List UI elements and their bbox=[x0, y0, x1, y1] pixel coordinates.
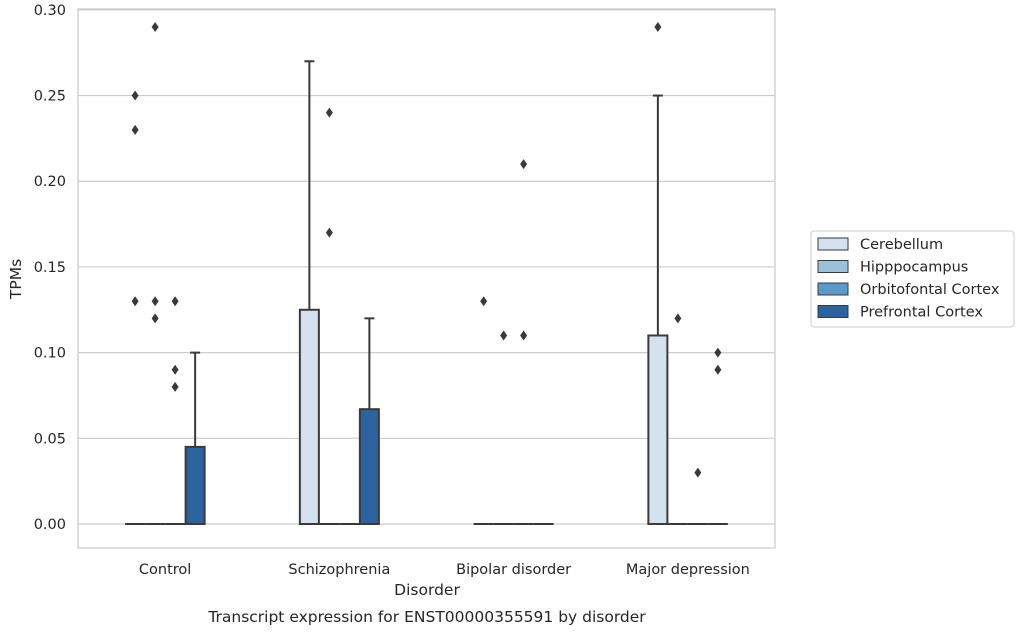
outlier-point bbox=[480, 296, 488, 307]
box-hipppocampus bbox=[145, 21, 166, 526]
x-tick-label: Major depression bbox=[626, 562, 750, 578]
outlier-point bbox=[714, 347, 722, 358]
y-tick-label: 0.25 bbox=[34, 89, 66, 105]
x-axis-ticks: Control Schizophrenia Bipolar disorder Majo… bbox=[139, 562, 750, 578]
y-axis-label: TPMs bbox=[7, 259, 25, 300]
box-body bbox=[358, 408, 380, 526]
y-axis-ticks: 0.00 0.05 0.10 0.15 0.20 0.25 0.30 bbox=[34, 3, 66, 533]
legend-swatch bbox=[817, 305, 849, 318]
legend: Cerebellum Hipppocampus Orbitofontal Corte… bbox=[810, 230, 1015, 328]
legend-swatch bbox=[817, 260, 849, 273]
box-prefrontal-cortex bbox=[707, 347, 728, 526]
box-hipppocampus bbox=[319, 107, 340, 526]
outlier-point bbox=[714, 364, 722, 375]
legend-label: Prefrontal Cortex bbox=[860, 305, 983, 321]
box-body bbox=[298, 308, 320, 526]
y-tick-label: 0.00 bbox=[34, 517, 66, 533]
x-tick-label: Bipolar disorder bbox=[456, 562, 571, 578]
outlier-point bbox=[171, 381, 179, 392]
outlier-point bbox=[151, 296, 159, 307]
outlier-point bbox=[325, 227, 333, 238]
box-orbitofontal-cortex bbox=[165, 296, 186, 526]
box-cerebellum bbox=[473, 296, 494, 526]
box-cerebellum bbox=[298, 60, 320, 526]
legend-label: Cerebellum bbox=[860, 237, 943, 253]
y-tick-label: 0.20 bbox=[34, 174, 66, 190]
outlier-point bbox=[654, 21, 662, 32]
box-prefrontal-cortex bbox=[358, 317, 380, 526]
outlier-point bbox=[151, 313, 159, 324]
outlier-point bbox=[520, 330, 528, 341]
outlier-point bbox=[325, 107, 333, 118]
legend-swatch bbox=[817, 282, 849, 296]
outlier-point bbox=[151, 21, 159, 32]
x-tick-label: Schizophrenia bbox=[288, 562, 390, 578]
y-tick-label: 0.05 bbox=[34, 431, 66, 447]
outlier-point bbox=[520, 159, 528, 170]
outlier-point bbox=[131, 124, 139, 135]
box-orbitofontal-cortex bbox=[513, 159, 534, 526]
box-hipppocampus bbox=[493, 330, 514, 526]
chart-caption: Transcript expression for ENST0000035559… bbox=[207, 608, 646, 626]
y-tick-label: 0.30 bbox=[34, 3, 66, 19]
box-cerebellum bbox=[647, 21, 669, 526]
outlier-point bbox=[131, 90, 139, 101]
y-tick-label: 0.10 bbox=[34, 346, 66, 362]
plot-area-frame bbox=[77, 8, 776, 549]
legend-label: Hipppocampus bbox=[860, 260, 968, 276]
outlier-point bbox=[674, 313, 682, 324]
legend-frame bbox=[810, 230, 1015, 328]
y-tick-label: 0.15 bbox=[34, 260, 66, 276]
gridlines bbox=[78, 9, 775, 525]
box-body bbox=[184, 445, 206, 526]
outlier-point bbox=[171, 364, 179, 375]
box-cerebellum bbox=[125, 90, 146, 526]
box-hipppocampus bbox=[667, 313, 688, 526]
outlier-point bbox=[131, 296, 139, 307]
boxplots bbox=[125, 21, 728, 526]
box-prefrontal-cortex bbox=[184, 351, 206, 526]
legend-label: Orbitofontal Cortex bbox=[860, 282, 1000, 298]
x-tick-label: Control bbox=[139, 562, 191, 578]
outlier-point bbox=[500, 330, 508, 341]
outlier-point bbox=[171, 296, 179, 307]
x-axis-label: Disorder bbox=[394, 581, 460, 599]
box-body bbox=[647, 334, 669, 526]
box-orbitofontal-cortex bbox=[687, 467, 708, 526]
outlier-point bbox=[694, 467, 702, 478]
legend-swatch bbox=[817, 237, 849, 251]
